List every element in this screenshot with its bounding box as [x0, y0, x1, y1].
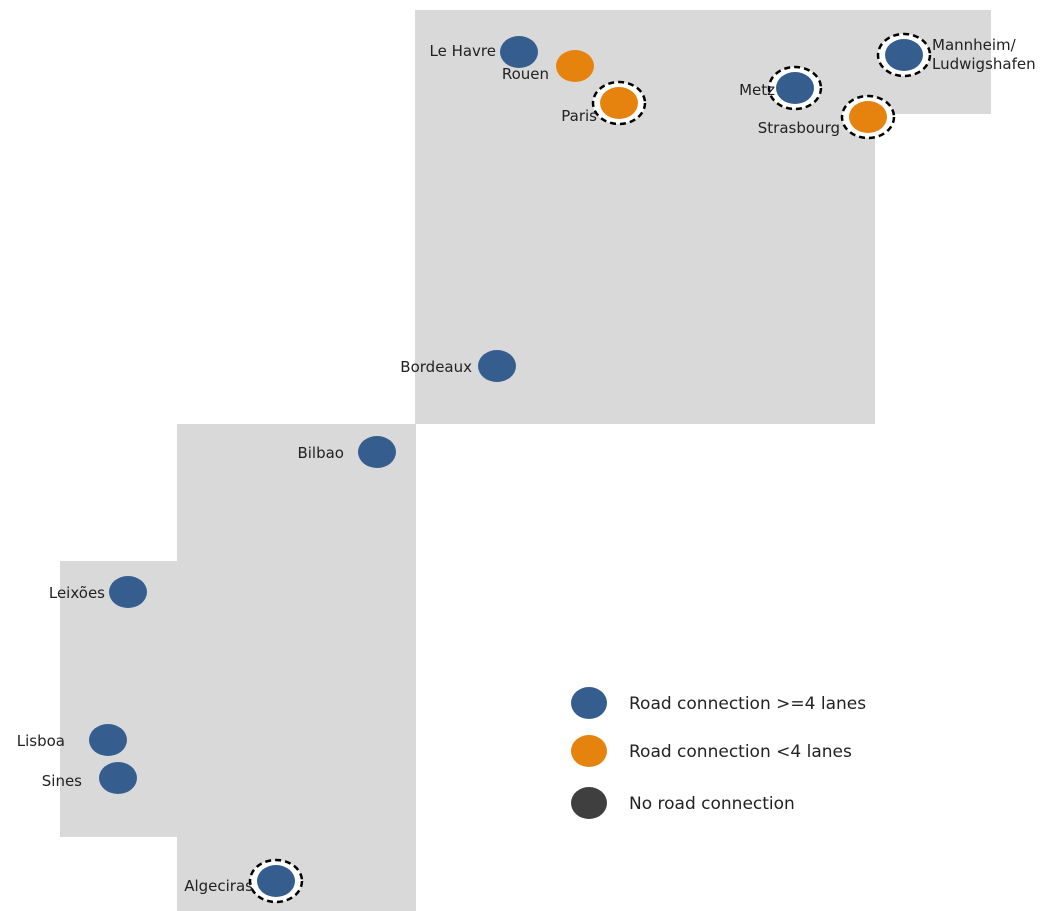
legend-swatch: [571, 735, 607, 767]
city-lisboa: Lisboa: [17, 724, 127, 756]
city-label: Algeciras: [184, 877, 253, 895]
legend: Road connection >=4 lanes Road connectio…: [571, 687, 866, 819]
region-spain: [177, 424, 416, 911]
city-marker: [358, 436, 396, 468]
city-marker: [89, 724, 127, 756]
city-marker: [849, 101, 887, 133]
legend-item-no-road: No road connection: [571, 787, 795, 819]
city-label: Metz: [739, 81, 775, 99]
city-paris: Paris: [561, 80, 647, 126]
city-algeciras: Algeciras: [184, 858, 304, 904]
city-metz: Metz: [739, 65, 823, 111]
legend-swatch: [571, 687, 607, 719]
city-sines: Sines: [42, 762, 137, 794]
city-leixoes: Leixões: [49, 576, 147, 608]
city-label: Rouen: [502, 65, 549, 83]
legend-item-road-less4: Road connection <4 lanes: [571, 735, 852, 767]
city-marker: [556, 50, 594, 82]
city-marker: [776, 72, 814, 104]
region-shapes: [60, 10, 991, 911]
city-label: Paris: [561, 107, 597, 125]
city-marker: [109, 576, 147, 608]
city-label: Bilbao: [297, 444, 344, 462]
legend-label: Road connection >=4 lanes: [629, 694, 866, 714]
legend-item-road-4plus: Road connection >=4 lanes: [571, 687, 866, 719]
city-label: Sines: [42, 772, 82, 790]
city-label: Mannheim/Ludwigshafen: [932, 36, 1036, 73]
legend-label: No road connection: [629, 794, 795, 814]
city-bordeaux: Bordeaux: [400, 350, 516, 382]
city-marker: [500, 36, 538, 68]
city-label: Lisboa: [17, 732, 65, 750]
city-strasbourg: Strasbourg: [758, 94, 896, 140]
city-marker: [257, 865, 295, 897]
legend-label: Road connection <4 lanes: [629, 742, 852, 762]
city-label: Leixões: [49, 584, 105, 602]
city-label: Bordeaux: [400, 358, 472, 376]
city-marker: [600, 87, 638, 119]
legend-swatch: [571, 787, 607, 819]
city-marker: [885, 39, 923, 71]
city-le-havre: Le Havre: [429, 36, 538, 68]
city-marker: [99, 762, 137, 794]
city-marker: [478, 350, 516, 382]
city-label: Strasbourg: [758, 119, 840, 137]
city-rouen: Rouen: [502, 50, 594, 83]
city-bilbao: Bilbao: [297, 436, 396, 468]
city-mannheim-ludwigshafen: Mannheim/Ludwigshafen: [876, 32, 1036, 78]
city-label: Le Havre: [429, 42, 496, 60]
